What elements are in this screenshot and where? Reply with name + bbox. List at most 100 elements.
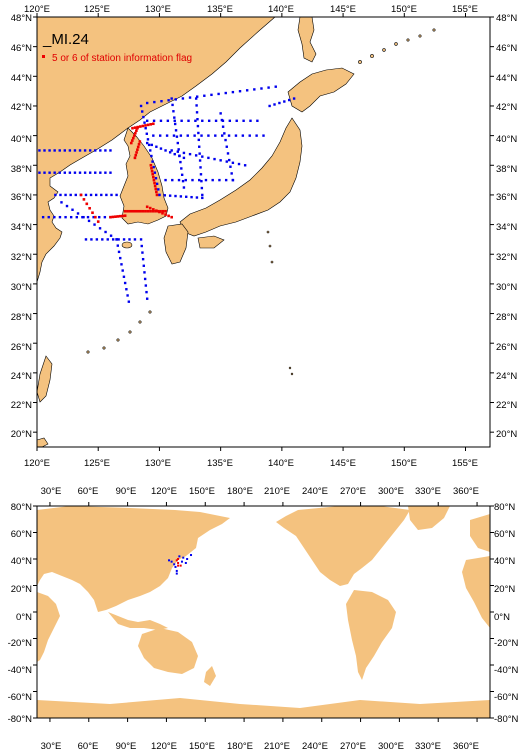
- svg-text:42°N: 42°N: [496, 102, 517, 113]
- flagged-station-marker: [131, 209, 135, 213]
- station-marker: [143, 277, 147, 281]
- station-marker: [179, 160, 182, 164]
- station-marker: [177, 178, 181, 182]
- station-marker: [227, 134, 231, 137]
- new-zealand: [204, 666, 216, 686]
- station-marker: [139, 104, 143, 108]
- flagged-station-marker: [133, 156, 137, 160]
- station-marker: [262, 134, 265, 137]
- station-marker: [203, 94, 206, 97]
- station-marker: [100, 193, 103, 197]
- svg-text:120°E: 120°E: [24, 458, 50, 469]
- station-marker: [238, 90, 242, 93]
- station-marker: [173, 152, 176, 156]
- flagged-station-marker: [136, 209, 140, 213]
- flagged-station-marker: [158, 210, 161, 214]
- station-marker: [43, 171, 46, 174]
- regional-lat-labels-right: 48°N 46°N 44°N 42°N 40°N 38°N 36°N 34°N …: [496, 13, 517, 440]
- svg-text:30°N: 30°N: [11, 282, 32, 293]
- station-marker: [171, 103, 174, 107]
- flagged-station-marker: [123, 209, 127, 213]
- station-marker: [68, 171, 72, 174]
- svg-text:-80°N: -80°N: [494, 714, 519, 725]
- station-marker: [168, 194, 172, 197]
- svg-text:30°E: 30°E: [41, 486, 62, 497]
- africa-east: [37, 592, 60, 662]
- station-marker: [186, 134, 189, 137]
- svg-text:120°E: 120°E: [151, 486, 177, 497]
- global-station-marker: [173, 563, 176, 566]
- station-marker: [88, 149, 92, 152]
- station-marker: [83, 149, 87, 152]
- svg-text:140°E: 140°E: [268, 458, 294, 469]
- station-marker: [235, 119, 238, 122]
- svg-text:38°N: 38°N: [11, 164, 32, 175]
- svg-text:28°N: 28°N: [11, 312, 32, 323]
- station-marker: [255, 134, 258, 137]
- station-marker: [58, 149, 61, 152]
- flagged-station-marker: [129, 141, 133, 145]
- kyushu: [163, 223, 189, 265]
- station-marker: [180, 119, 183, 122]
- station-marker: [144, 127, 147, 130]
- svg-text:40°N: 40°N: [496, 134, 517, 145]
- station-marker: [188, 152, 192, 156]
- station-marker: [242, 119, 245, 122]
- station-marker: [157, 188, 160, 191]
- svg-text:-20°N: -20°N: [494, 638, 519, 649]
- station-marker: [219, 159, 222, 162]
- station-marker: [213, 157, 216, 161]
- station-marker: [101, 238, 104, 241]
- station-marker: [214, 119, 218, 122]
- svg-text:46°N: 46°N: [11, 43, 32, 54]
- svg-text:270°E: 270°E: [340, 486, 366, 497]
- svg-text:155°E: 155°E: [452, 458, 478, 469]
- flagged-station-marker: [109, 215, 112, 219]
- station-marker: [155, 145, 158, 148]
- station-marker: [109, 149, 112, 152]
- station-marker: [158, 193, 161, 197]
- flagged-station-marker: [136, 148, 139, 152]
- station-marker: [267, 86, 270, 89]
- station-marker: [68, 149, 72, 152]
- station-marker: [73, 149, 77, 152]
- station-marker: [195, 95, 199, 98]
- svg-text:125°E: 125°E: [84, 4, 110, 15]
- station-marker: [195, 104, 198, 107]
- station-marker: [149, 149, 152, 152]
- station-marker: [63, 171, 67, 174]
- station-marker: [142, 115, 145, 119]
- station-marker: [83, 171, 87, 174]
- svg-text:36°N: 36°N: [11, 192, 32, 203]
- global-flagged-marker: [175, 559, 178, 562]
- station-marker: [170, 97, 173, 100]
- station-marker: [88, 171, 92, 174]
- station-marker: [43, 149, 46, 152]
- station-marker: [197, 131, 200, 135]
- station-marker: [219, 112, 222, 115]
- station-marker: [152, 119, 156, 122]
- flagged-station-marker: [161, 211, 164, 215]
- regional-tick-marks: [33, 13, 494, 451]
- svg-text:48°N: 48°N: [496, 13, 517, 24]
- station-marker: [283, 100, 286, 103]
- flagged-station-marker: [141, 209, 145, 213]
- svg-text:24°N: 24°N: [11, 371, 32, 382]
- station-marker: [58, 215, 62, 219]
- svg-text:270°E: 270°E: [340, 741, 366, 752]
- flagged-station-marker: [152, 178, 156, 182]
- station-marker: [145, 141, 149, 145]
- station-marker: [73, 171, 77, 174]
- station-marker: [76, 212, 80, 215]
- flagged-station-marker: [149, 123, 153, 126]
- station-marker: [181, 97, 185, 100]
- svg-text:300°E: 300°E: [378, 741, 404, 752]
- south-america: [346, 590, 396, 680]
- global-tick-marks: [33, 502, 494, 722]
- station-marker: [141, 110, 144, 113]
- global-station-marker: [186, 558, 189, 560]
- station-marker: [78, 149, 82, 152]
- station-marker: [176, 141, 179, 145]
- global-flagged-marker: [177, 564, 180, 567]
